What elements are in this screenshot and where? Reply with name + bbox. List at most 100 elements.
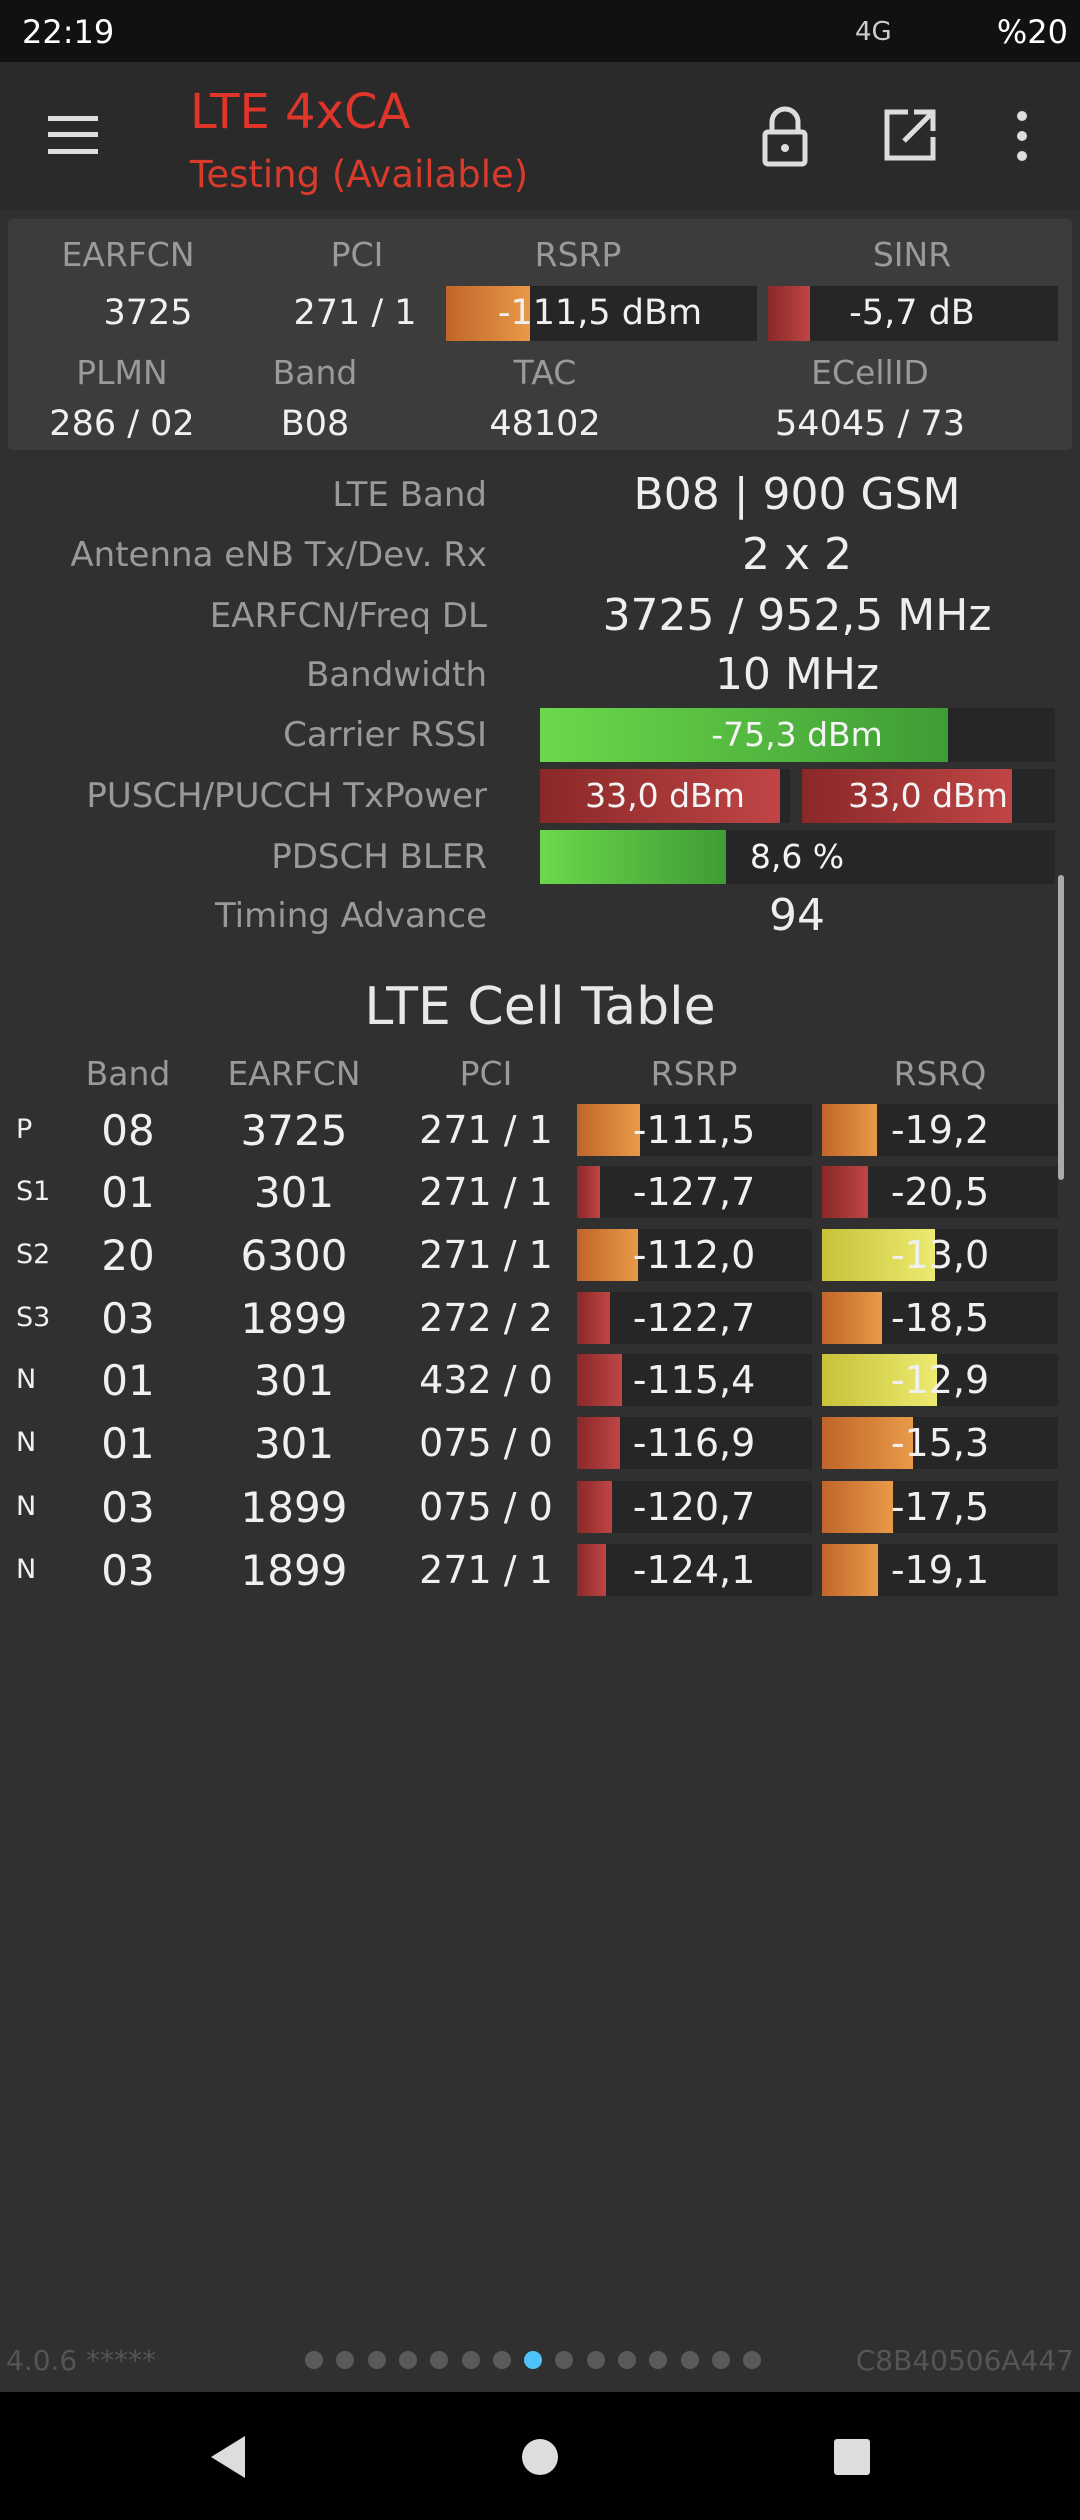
home-button[interactable] bbox=[522, 2439, 558, 2475]
back-button[interactable] bbox=[205, 2432, 249, 2482]
cell-band: 01 bbox=[101, 1167, 155, 1217]
cell-pci: 271 / 1 bbox=[419, 1107, 553, 1152]
detail-value: B08 | 900 GSM bbox=[633, 469, 961, 520]
page-indicator-dot[interactable] bbox=[367, 2351, 386, 2369]
bar-fill bbox=[540, 708, 948, 762]
page-indicator-dot[interactable] bbox=[305, 2351, 323, 2369]
bar-fill bbox=[577, 1544, 606, 1596]
more-button[interactable] bbox=[1010, 108, 1034, 164]
cell-rsrq: -20,5 bbox=[890, 1169, 990, 1214]
page-indicator-dot[interactable] bbox=[649, 2351, 668, 2369]
bar-fill bbox=[446, 285, 530, 341]
bar-fill bbox=[577, 1354, 622, 1406]
bar-fill bbox=[540, 830, 726, 884]
cell-pci: 272 / 2 bbox=[419, 1295, 553, 1340]
summary-value: B08 bbox=[280, 403, 350, 444]
table-header: RSRP bbox=[650, 1054, 738, 1093]
cell-band: 01 bbox=[101, 1355, 155, 1405]
detail-value: -75,3 dBm bbox=[711, 715, 883, 754]
cell-rsrp: -112,0 bbox=[632, 1232, 756, 1277]
bar-track bbox=[577, 1481, 812, 1533]
cell-earfcn: 301 bbox=[253, 1355, 335, 1405]
page-indicator-dot[interactable] bbox=[524, 2351, 543, 2369]
cell-earfcn: 1899 bbox=[240, 1482, 348, 1532]
bar-fill bbox=[822, 1292, 882, 1344]
cell-rsrq: -13,0 bbox=[890, 1232, 990, 1277]
bar-track bbox=[577, 1292, 812, 1344]
cell-rsrq: -18,5 bbox=[890, 1295, 990, 1340]
cell-type: N bbox=[16, 1491, 37, 1522]
bar-fill bbox=[540, 769, 780, 823]
bar-track bbox=[577, 1166, 812, 1218]
menu-button[interactable] bbox=[48, 116, 98, 154]
page-indicator-dot[interactable] bbox=[336, 2351, 355, 2369]
cell-earfcn: 1899 bbox=[240, 1545, 348, 1595]
cell-pci: 075 / 0 bbox=[419, 1420, 553, 1465]
detail-label: PUSCH/PUCCH TxPower bbox=[86, 776, 487, 816]
recents-button[interactable] bbox=[834, 2439, 870, 2475]
cell-rsrp: -116,9 bbox=[632, 1420, 756, 1465]
detail-value: 10 MHz bbox=[714, 649, 880, 700]
cell-type: S1 bbox=[16, 1176, 51, 1207]
cell-band: 03 bbox=[101, 1482, 155, 1532]
summary-header: ECellID bbox=[811, 353, 929, 392]
cell-earfcn: 6300 bbox=[240, 1230, 348, 1280]
bar-fill bbox=[577, 1292, 610, 1344]
cell-pci: 271 / 1 bbox=[419, 1232, 553, 1277]
table-title: LTE Cell Table bbox=[364, 976, 716, 1037]
summary-value: -111,5 dBm bbox=[497, 292, 703, 333]
page-indicator-dot[interactable] bbox=[430, 2351, 449, 2369]
page-indicator-dot[interactable] bbox=[618, 2351, 636, 2369]
page-indicator-dot[interactable] bbox=[586, 2351, 605, 2369]
cell-rsrp: -127,7 bbox=[632, 1169, 756, 1214]
cell-rsrq: -12,9 bbox=[890, 1357, 990, 1402]
cell-type: S3 bbox=[16, 1302, 51, 1333]
detail-value: 2 x 2 bbox=[742, 529, 852, 580]
cell-earfcn: 1899 bbox=[240, 1293, 348, 1343]
page-indicator-dot[interactable] bbox=[398, 2351, 417, 2369]
app-bar bbox=[0, 62, 1080, 210]
cell-pci: 271 / 1 bbox=[419, 1169, 553, 1214]
cell-earfcn: 301 bbox=[253, 1167, 335, 1217]
app-version: 4.0.6 ***** bbox=[6, 2343, 157, 2377]
table-header: PCI bbox=[459, 1054, 513, 1093]
page-indicator-dot[interactable] bbox=[680, 2351, 699, 2369]
summary-value: 286 / 02 bbox=[49, 403, 195, 444]
page-indicator-dot[interactable] bbox=[711, 2351, 730, 2369]
cell-type: N bbox=[16, 1427, 37, 1458]
summary-value: -5,7 dB bbox=[849, 292, 975, 333]
cell-type: P bbox=[16, 1114, 33, 1145]
summary-header: PCI bbox=[330, 235, 384, 274]
cell-band: 08 bbox=[101, 1105, 155, 1155]
bar-fill bbox=[802, 769, 1012, 823]
bar-fill bbox=[822, 1481, 893, 1533]
bar-fill bbox=[822, 1166, 868, 1218]
share-button[interactable] bbox=[882, 107, 938, 163]
page-indicator-dot[interactable] bbox=[461, 2351, 480, 2369]
page-indicator-dot[interactable] bbox=[492, 2351, 511, 2369]
cell-rsrp: -124,1 bbox=[632, 1547, 756, 1592]
summary-header: SINR bbox=[872, 235, 952, 274]
cell-rsrq: -19,2 bbox=[890, 1107, 990, 1152]
cell-type: N bbox=[16, 1364, 37, 1395]
detail-label: Timing Advance bbox=[214, 896, 487, 936]
detail-value: 33,0 dBm bbox=[848, 776, 1008, 815]
page-indicator-dot[interactable] bbox=[743, 2351, 762, 2369]
summary-value: 3725 bbox=[103, 292, 193, 333]
bar-fill bbox=[822, 1104, 877, 1156]
cell-pci: 271 / 1 bbox=[419, 1547, 553, 1592]
cell-band: 03 bbox=[101, 1545, 155, 1595]
cell-rsrq: -17,5 bbox=[890, 1484, 990, 1529]
lock-button[interactable] bbox=[755, 100, 815, 170]
detail-label: Carrier RSSI bbox=[283, 715, 487, 755]
summary-header: Band bbox=[272, 353, 358, 392]
table-header: EARFCN bbox=[227, 1054, 361, 1093]
page-indicator-dot[interactable] bbox=[555, 2351, 574, 2369]
scrollbar bbox=[1058, 875, 1064, 1180]
cell-rsrp: -115,4 bbox=[632, 1357, 756, 1402]
bar-fill bbox=[768, 285, 810, 341]
cell-pci: 432 / 0 bbox=[419, 1357, 553, 1402]
table-header: RSRQ bbox=[893, 1054, 987, 1093]
bar-fill bbox=[577, 1166, 600, 1218]
